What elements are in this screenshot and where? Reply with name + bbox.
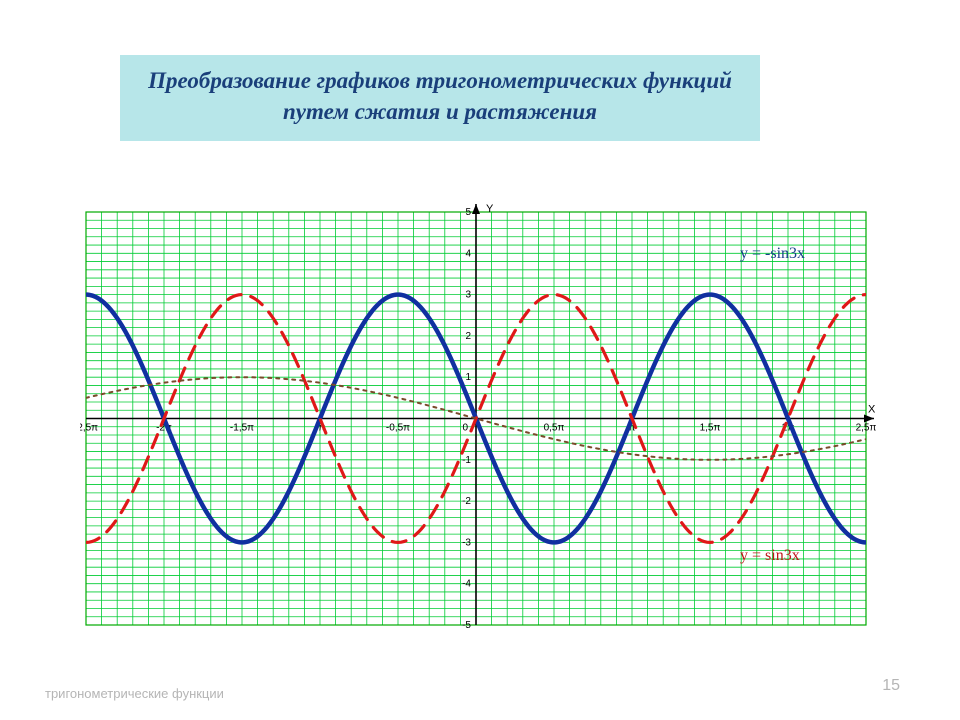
trig-chart: YX-2,5π-2π-1,5π-π-0,5π00,5ππ1,5π2π2,5π-5…: [80, 200, 880, 635]
svg-text:-0,5π: -0,5π: [386, 423, 410, 434]
chart-area: YX-2,5π-2π-1,5π-π-0,5π00,5ππ1,5π2π2,5π-5…: [80, 200, 880, 635]
svg-text:-1: -1: [462, 455, 471, 466]
svg-text:Y: Y: [486, 203, 494, 215]
svg-text:-2,5π: -2,5π: [80, 423, 98, 434]
svg-text:y = -sin3x: y = -sin3x: [740, 245, 805, 262]
slide-number: 15: [882, 677, 900, 695]
svg-text:-3: -3: [462, 537, 471, 548]
slide-title: Преобразование графиков тригонометрическ…: [120, 55, 760, 141]
svg-text:-5: -5: [462, 620, 471, 631]
svg-text:-4: -4: [462, 579, 471, 590]
svg-text:4: 4: [465, 248, 471, 259]
svg-text:y = sin3x: y = sin3x: [740, 547, 800, 564]
svg-text:5: 5: [465, 207, 471, 218]
svg-text:-2: -2: [462, 496, 471, 507]
svg-text:0: 0: [462, 423, 468, 434]
svg-text:-1,5π: -1,5π: [230, 423, 254, 434]
svg-text:2,5π: 2,5π: [856, 423, 877, 434]
svg-text:X: X: [868, 404, 876, 416]
svg-text:1: 1: [465, 372, 471, 383]
svg-text:2: 2: [465, 331, 471, 342]
footer-label: тригонометрические функции: [45, 686, 224, 702]
svg-text:0,5π: 0,5π: [544, 423, 565, 434]
svg-text:3: 3: [465, 290, 471, 301]
svg-text:1,5π: 1,5π: [700, 423, 721, 434]
